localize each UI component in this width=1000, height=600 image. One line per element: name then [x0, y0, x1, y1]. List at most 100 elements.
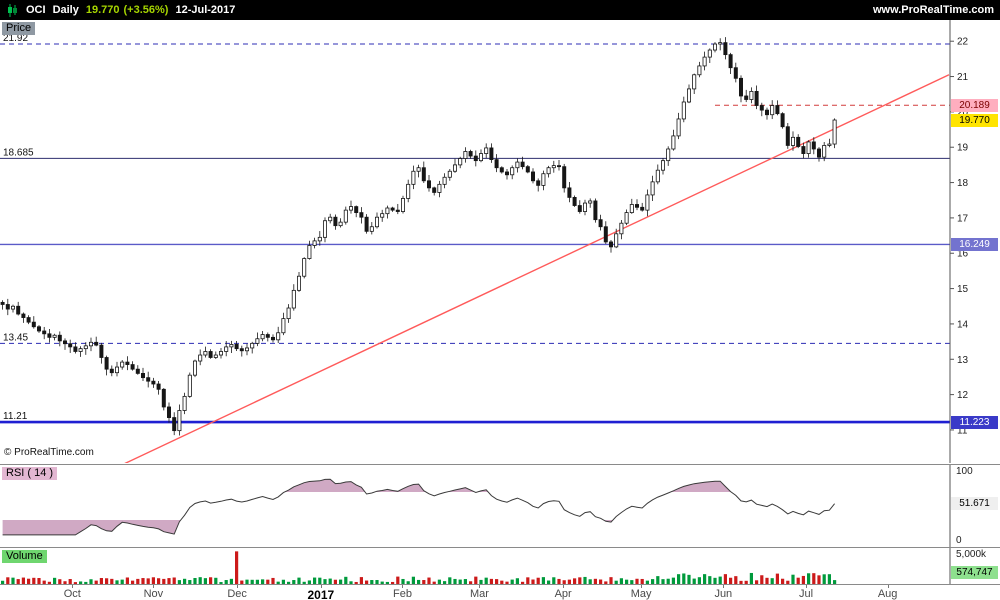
candle-body	[650, 181, 655, 196]
candle-body	[390, 207, 395, 211]
volume-bar	[266, 579, 270, 584]
volume-bar	[417, 579, 421, 584]
volume-bar	[27, 578, 31, 584]
candle-body	[452, 164, 457, 172]
candle-body	[739, 77, 744, 97]
volume-bar	[645, 580, 649, 584]
volume-chart-canvas[interactable]	[0, 548, 1000, 585]
rsi-band-fill	[670, 481, 732, 492]
volume-bar	[79, 581, 83, 584]
candle-body	[780, 113, 785, 128]
candle-body	[177, 410, 182, 432]
volume-bar	[827, 574, 831, 584]
volume-bar	[692, 578, 696, 584]
volume-bar	[666, 578, 670, 584]
change-label: (+3.56%)	[123, 4, 169, 16]
volume-bar	[339, 579, 343, 584]
volume-bar	[474, 576, 478, 584]
volume-bar	[604, 581, 608, 584]
volume-bar	[552, 577, 556, 584]
candle-body	[187, 374, 192, 397]
volume-bar	[500, 580, 504, 584]
volume-bar	[812, 573, 816, 584]
candle-body	[348, 206, 353, 211]
rsi-value-badge: 51.671	[951, 497, 998, 511]
volume-bar	[318, 577, 322, 584]
volume-bar	[214, 577, 218, 584]
price-badge: 11.223	[951, 415, 998, 429]
volume-bar	[313, 577, 317, 584]
candle-body	[598, 219, 603, 228]
candle-body	[754, 90, 759, 106]
candle-body	[733, 67, 738, 79]
candle-body	[687, 88, 692, 103]
candle-body	[333, 216, 338, 227]
candle-body	[520, 161, 525, 168]
candle-body	[489, 147, 494, 160]
rsi-chart-canvas[interactable]	[0, 465, 1000, 547]
candle-body	[551, 165, 556, 169]
candle-body	[536, 180, 541, 186]
volume-bar	[630, 580, 634, 584]
candle-body	[0, 301, 5, 305]
volume-bar	[370, 580, 374, 584]
rsi-band-fill	[374, 484, 427, 492]
candle-body	[801, 146, 806, 154]
volume-bar	[375, 580, 379, 584]
volume-bar	[359, 577, 363, 584]
volume-bar	[120, 579, 124, 584]
site-link[interactable]: www.ProRealTime.com	[872, 4, 994, 16]
price-chart-canvas[interactable]: 21.92 18.685 13.45 11.21 22 21 20 19 18 17 16 15 14 1…	[0, 20, 1000, 463]
candle-body	[832, 119, 837, 145]
volume-bar	[739, 580, 743, 584]
candle-body	[328, 216, 333, 222]
candle-body	[16, 305, 21, 315]
candle-body	[421, 167, 426, 182]
candle-body	[198, 354, 203, 362]
axis-tick-label: 19	[957, 143, 969, 154]
volume-bar	[619, 578, 623, 584]
volume-bar	[432, 581, 436, 584]
candle-body	[759, 105, 764, 111]
candle-body	[317, 236, 322, 242]
volume-bar	[380, 581, 384, 584]
price-pane-label: Price	[2, 22, 36, 35]
volume-bar	[63, 581, 67, 584]
rsi-axis-0: 0	[956, 535, 962, 546]
candle-body	[166, 406, 171, 418]
volume-bar	[125, 577, 129, 584]
candle-body	[655, 169, 660, 183]
volume-bar	[505, 581, 509, 584]
volume-bar	[744, 580, 748, 584]
time-axis-label: May	[630, 588, 652, 600]
candle-body	[63, 340, 68, 345]
time-tick	[479, 585, 481, 588]
volume-bar	[141, 578, 145, 584]
candle-body	[224, 346, 229, 352]
volume-bar	[172, 577, 176, 584]
candle-body	[270, 336, 275, 341]
candle-body	[614, 233, 619, 248]
candle-body	[494, 159, 499, 169]
candle-body	[557, 165, 562, 168]
volume-bar	[385, 581, 389, 584]
volume-bar	[391, 581, 395, 584]
volume-bar	[578, 577, 582, 584]
volume-bar	[411, 576, 415, 584]
volume-bar	[183, 578, 187, 584]
volume-bar	[801, 575, 805, 584]
candle-body	[603, 226, 608, 243]
volume-bar	[177, 580, 181, 584]
candle-body	[31, 321, 36, 328]
candle-body	[583, 202, 588, 212]
candle-body	[208, 351, 213, 358]
volume-bar	[531, 579, 535, 584]
candle-body	[426, 180, 431, 189]
candle-body	[286, 307, 291, 320]
axis-tick-label: 12	[957, 390, 969, 401]
volume-bar	[115, 580, 119, 584]
candle-body	[718, 42, 723, 45]
candle-body	[78, 348, 83, 352]
level-label: 13.45	[3, 332, 28, 343]
candle-body	[37, 326, 42, 332]
